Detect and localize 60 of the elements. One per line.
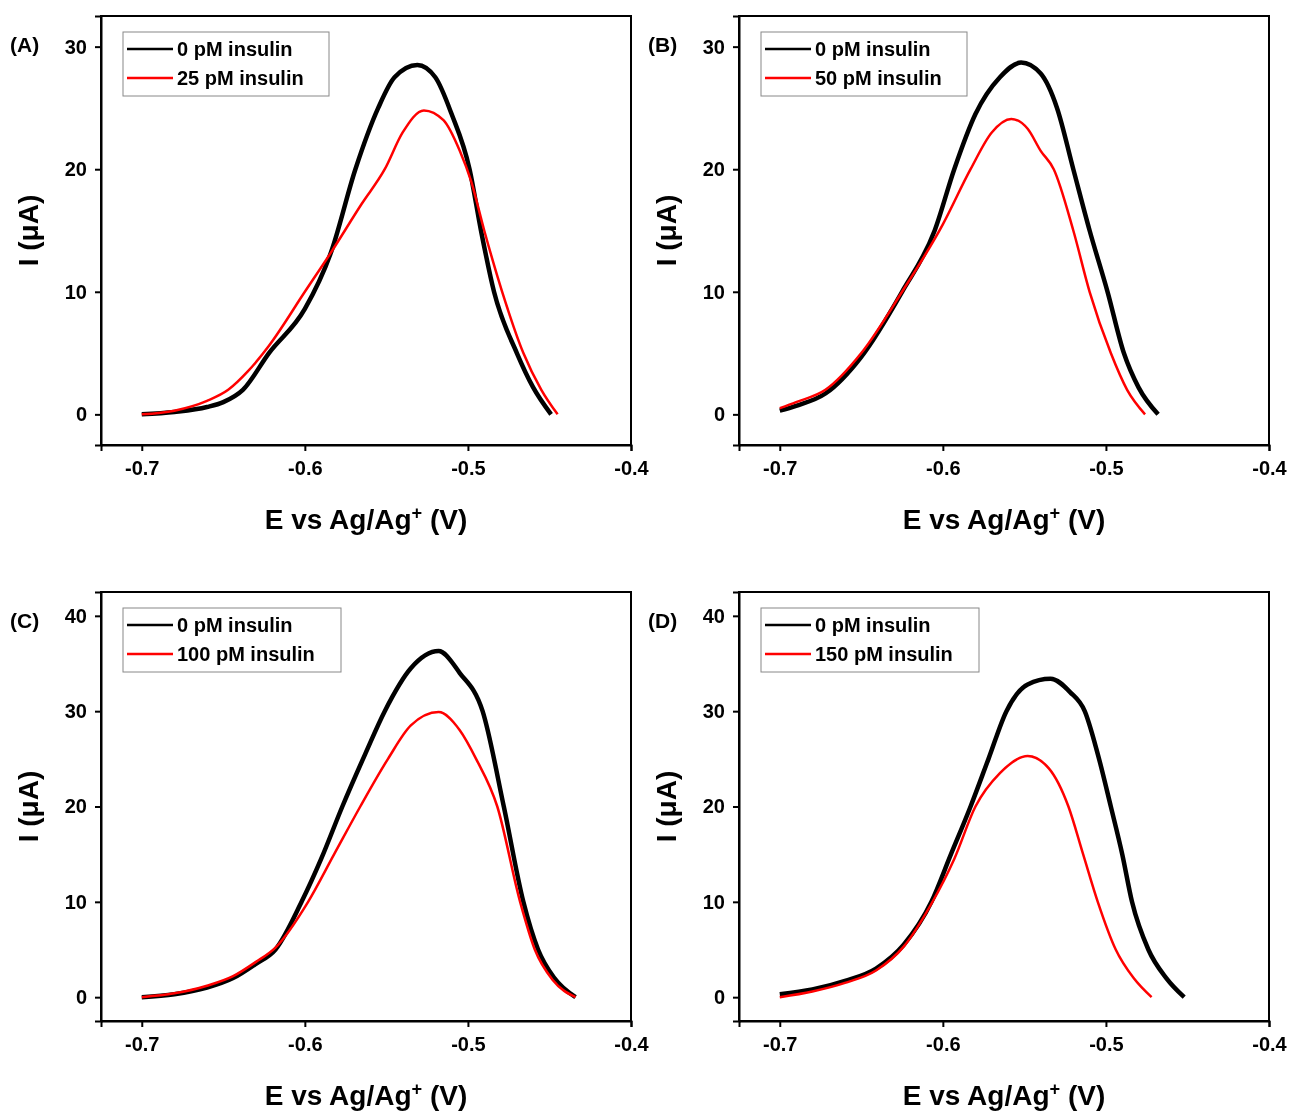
line-series <box>777 676 1187 1000</box>
x-tick-label: -0.4 <box>614 457 650 480</box>
x-tick-label: -0.5 <box>1089 457 1124 480</box>
x-tick-label: -0.6 <box>926 1033 961 1056</box>
x-tick-label: -0.5 <box>451 1033 486 1056</box>
legend-label: 100 pM insulin <box>177 643 315 665</box>
x-tick-label: -0.6 <box>288 1033 323 1056</box>
x-tick-label: -0.7 <box>125 1033 160 1056</box>
y-tick-label: 30 <box>64 35 87 58</box>
x-axis-title: E vs Ag/Ag$^{+}$ (V) <box>264 503 468 535</box>
x-axis-title: E vs Ag/Ag$^{+}$ (V) <box>902 503 1106 535</box>
x-tick-label: -0.4 <box>1252 457 1288 480</box>
y-tick-label: 0 <box>75 986 87 1009</box>
y-tick-label: 10 <box>702 890 725 913</box>
y-tick-label: 20 <box>702 795 725 818</box>
y-tick-label: 0 <box>75 403 87 426</box>
y-axis-title: I (μA) <box>651 194 682 267</box>
y-axis-title: I (μA) <box>651 770 682 843</box>
legend-label: 50 pM insulin <box>815 67 942 89</box>
x-axis-title: E vs Ag/Ag$^{+}$ (V) <box>902 1079 1106 1111</box>
y-tick-label: 20 <box>702 158 725 181</box>
text: (B) <box>648 33 678 56</box>
legend-label: 0 pM insulin <box>815 38 931 60</box>
x-tick-label: -0.5 <box>1089 1033 1124 1056</box>
x-axis-title: E vs Ag/Ag$^{+}$ (V) <box>264 1079 468 1111</box>
text: (C) <box>10 609 40 632</box>
text: (D) <box>648 609 678 632</box>
text: (A) <box>10 33 40 56</box>
y-tick-label: 20 <box>64 158 87 181</box>
y-tick-label: 10 <box>64 280 87 303</box>
x-tick-label: -0.4 <box>614 1033 650 1056</box>
y-tick-label: 30 <box>702 35 725 58</box>
legend-label: 150 pM insulin <box>815 643 953 665</box>
x-tick-label: -0.6 <box>926 457 961 480</box>
line-series <box>139 648 578 1000</box>
y-tick-label: 40 <box>702 604 725 627</box>
y-tick-label: 40 <box>64 604 87 627</box>
y-tick-label: 0 <box>713 986 725 1009</box>
legend-label: 0 pM insulin <box>177 38 293 60</box>
y-axis-title: I (μA) <box>13 194 44 267</box>
x-tick-label: -0.7 <box>763 457 798 480</box>
x-tick-label: -0.7 <box>763 1033 798 1056</box>
y-tick-label: 20 <box>64 795 87 818</box>
line-series <box>778 117 1147 416</box>
x-tick-label: -0.4 <box>1252 1033 1288 1056</box>
x-tick-label: -0.6 <box>288 457 323 480</box>
legend-label: 0 pM insulin <box>815 614 931 636</box>
y-axis-title: I (μA) <box>13 770 44 843</box>
y-tick-label: 30 <box>64 700 87 723</box>
legend-label: 25 pM insulin <box>177 67 304 89</box>
x-tick-label: -0.7 <box>125 457 160 480</box>
legend-label: 0 pM insulin <box>177 614 293 636</box>
y-tick-label: 0 <box>713 403 725 426</box>
x-tick-label: -0.5 <box>451 457 486 480</box>
y-tick-label: 10 <box>702 280 725 303</box>
line-series <box>777 60 1161 417</box>
y-tick-label: 10 <box>64 890 87 913</box>
line-series <box>140 710 577 999</box>
line-series <box>778 754 1153 999</box>
y-tick-label: 30 <box>702 700 725 723</box>
